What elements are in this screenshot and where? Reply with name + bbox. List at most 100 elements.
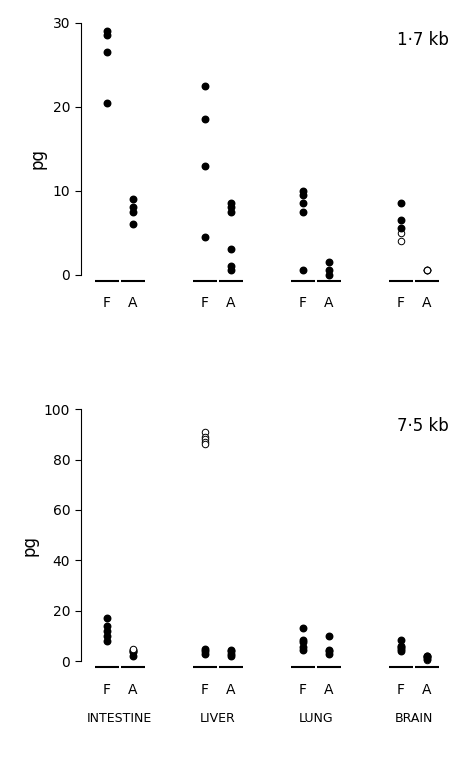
Point — [325, 647, 333, 659]
Point — [227, 260, 235, 273]
Point — [299, 622, 307, 634]
Point — [397, 214, 405, 226]
Point — [423, 264, 431, 276]
Point — [227, 206, 235, 218]
Point — [129, 643, 137, 656]
Point — [129, 206, 137, 218]
Point — [397, 641, 405, 653]
Point — [201, 160, 209, 172]
Point — [325, 256, 333, 268]
Point — [129, 645, 137, 657]
Point — [201, 643, 209, 655]
Point — [325, 269, 333, 281]
Point — [423, 650, 431, 662]
Point — [227, 264, 235, 276]
Text: LIVER: LIVER — [200, 712, 236, 724]
Point — [103, 8, 110, 20]
Point — [227, 244, 235, 256]
Text: F: F — [397, 296, 405, 310]
Point — [397, 223, 405, 235]
Point — [423, 654, 431, 666]
Text: F: F — [103, 683, 111, 696]
Point — [201, 647, 209, 659]
Point — [129, 650, 137, 662]
Point — [299, 634, 307, 646]
Text: A: A — [324, 296, 334, 310]
Y-axis label: pg: pg — [20, 534, 38, 556]
Y-axis label: pg: pg — [29, 148, 47, 170]
Point — [299, 643, 307, 656]
Point — [299, 185, 307, 197]
Point — [201, 436, 209, 448]
Point — [103, 46, 110, 58]
Point — [423, 264, 431, 276]
Text: F: F — [299, 296, 307, 310]
Point — [129, 643, 137, 655]
Point — [201, 431, 209, 443]
Point — [103, 30, 110, 42]
Point — [325, 645, 333, 657]
Point — [103, 630, 110, 642]
Point — [397, 640, 405, 652]
Point — [325, 264, 333, 276]
Text: A: A — [226, 296, 236, 310]
Point — [423, 264, 431, 276]
Point — [423, 651, 431, 663]
Text: A: A — [422, 683, 432, 696]
Point — [129, 646, 137, 659]
Point — [227, 650, 235, 662]
Point — [397, 634, 405, 646]
Point — [397, 198, 405, 210]
Text: F: F — [103, 296, 111, 310]
Text: F: F — [299, 683, 307, 696]
Point — [227, 198, 235, 210]
Text: 1·7 kb: 1·7 kb — [397, 31, 448, 49]
Point — [201, 438, 209, 450]
Text: A: A — [422, 296, 432, 310]
Point — [227, 647, 235, 659]
Text: 7·5 kb: 7·5 kb — [397, 417, 448, 435]
Point — [201, 645, 209, 657]
Point — [423, 264, 431, 276]
Point — [299, 636, 307, 648]
Point — [129, 201, 137, 213]
Point — [103, 612, 110, 625]
Point — [227, 201, 235, 213]
Text: INTESTINE: INTESTINE — [87, 712, 153, 724]
Text: BRAIN: BRAIN — [395, 712, 433, 724]
Point — [299, 188, 307, 201]
Point — [227, 643, 235, 656]
Text: A: A — [324, 683, 334, 696]
Point — [299, 641, 307, 653]
Point — [201, 231, 209, 243]
Text: A: A — [128, 296, 137, 310]
Point — [103, 25, 110, 37]
Text: F: F — [397, 683, 405, 696]
Point — [397, 235, 405, 247]
Text: F: F — [201, 683, 209, 696]
Point — [423, 264, 431, 276]
Point — [201, 114, 209, 126]
Text: F: F — [201, 296, 209, 310]
Point — [423, 653, 431, 665]
Point — [129, 193, 137, 205]
Point — [325, 630, 333, 642]
Point — [103, 96, 110, 108]
Point — [397, 645, 405, 657]
Point — [103, 625, 110, 637]
Point — [201, 433, 209, 445]
Text: A: A — [128, 683, 137, 696]
Point — [201, 425, 209, 438]
Point — [397, 226, 405, 238]
Point — [325, 643, 333, 656]
Point — [103, 620, 110, 632]
Point — [227, 645, 235, 657]
Point — [299, 206, 307, 218]
Text: LUNG: LUNG — [299, 712, 333, 724]
Point — [201, 79, 209, 92]
Point — [299, 198, 307, 210]
Text: A: A — [226, 683, 236, 696]
Point — [423, 650, 431, 662]
Point — [103, 635, 110, 647]
Point — [299, 264, 307, 276]
